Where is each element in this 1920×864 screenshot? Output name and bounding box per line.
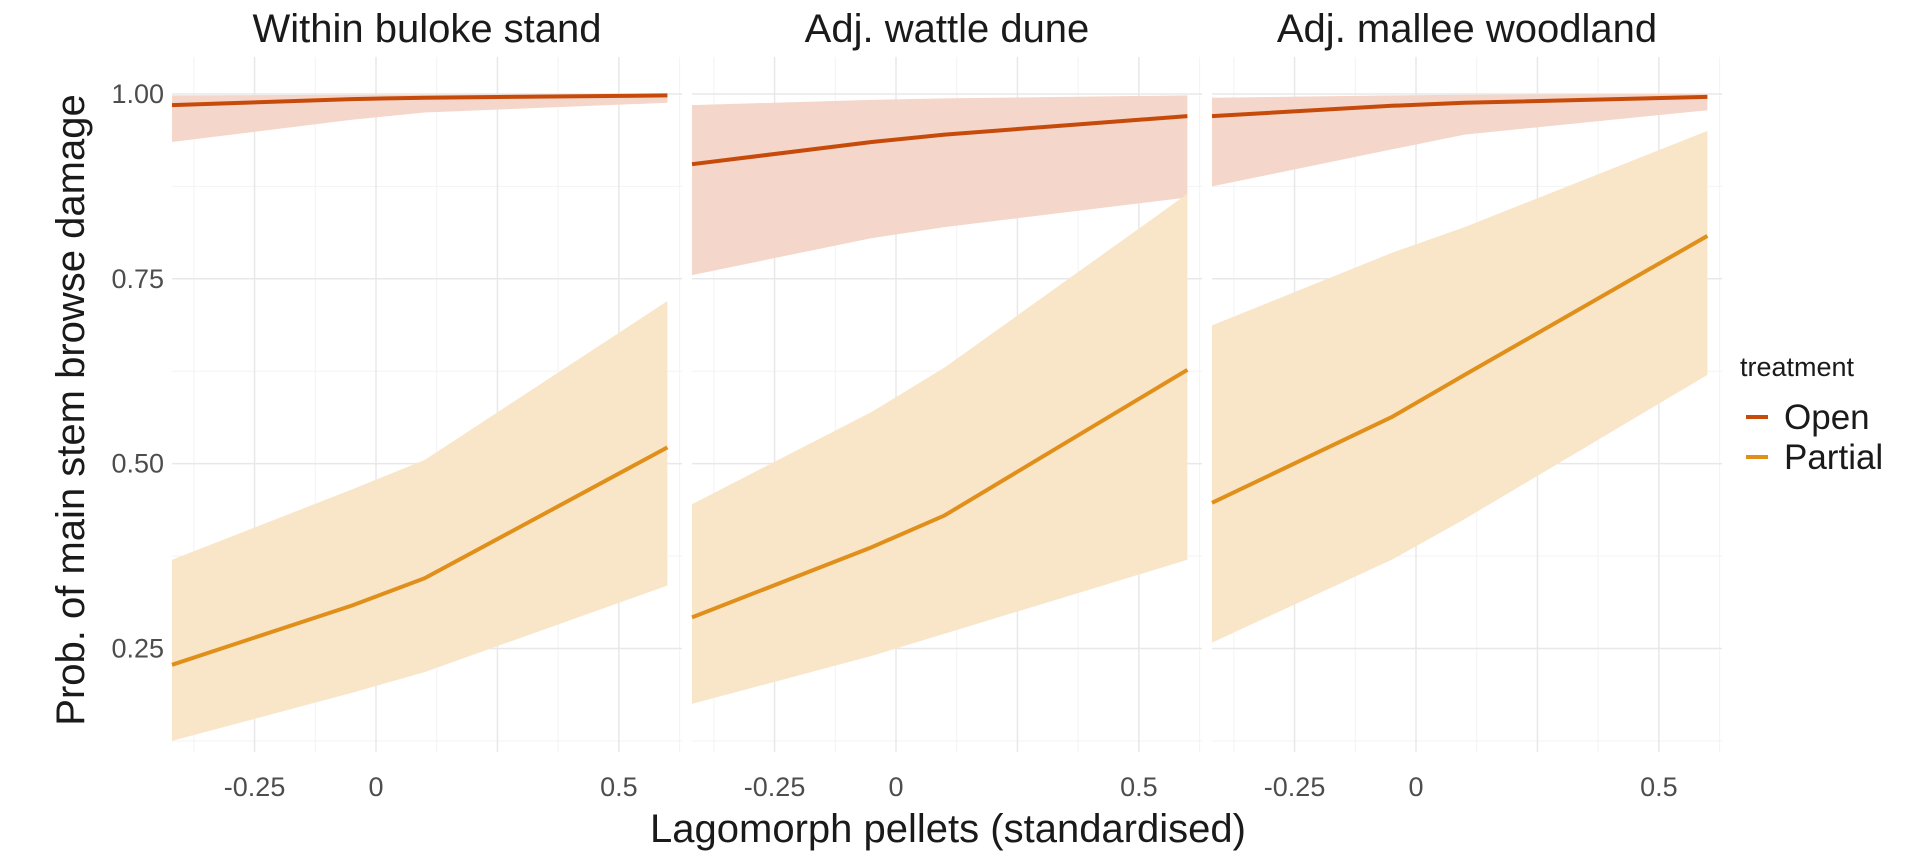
panel-title: Adj. mallee woodland xyxy=(1277,7,1657,51)
ribbon-partial xyxy=(692,193,1188,704)
panel-3: Adj. mallee woodland xyxy=(1211,7,1722,752)
panels: Within buloke stand Adj. wattle dune Adj. … xyxy=(171,7,1722,752)
line-partial xyxy=(1211,234,1709,505)
x-tick-label: -0.25 xyxy=(224,772,286,802)
x-axis-title: Lagomorph pellets (standardised) xyxy=(650,807,1246,851)
y-tick-label: 0.50 xyxy=(111,449,164,479)
ribbon-open xyxy=(692,95,1188,276)
line-partial xyxy=(171,445,669,667)
y-tick-label: 0.25 xyxy=(111,633,164,663)
x-tick-label: 0 xyxy=(1408,772,1423,802)
line-open xyxy=(691,114,1188,167)
x-tick-label: 0 xyxy=(368,772,383,802)
x-tick-label: 0.5 xyxy=(1120,772,1158,802)
legend-title: treatment xyxy=(1740,352,1855,382)
ribbon-partial xyxy=(1212,130,1708,643)
line-partial xyxy=(691,368,1189,620)
panel-2: Adj. wattle dune xyxy=(691,7,1202,752)
x-tick-label: 0 xyxy=(888,772,903,802)
ribbon-open xyxy=(1212,94,1708,187)
legend-label-partial: Partial xyxy=(1784,438,1883,477)
ribbon-open xyxy=(172,94,668,142)
x-tick-label: 0.5 xyxy=(1640,772,1678,802)
x-axis: -0.25 0 0.5 -0.25 0 0.5 -0.25 0 0.5 xyxy=(224,772,1678,802)
panel-1: Within buloke stand xyxy=(171,7,682,752)
panel-title: Within buloke stand xyxy=(252,7,601,51)
x-tick-label: 0.5 xyxy=(600,772,638,802)
panel-title: Adj. wattle dune xyxy=(805,7,1090,51)
y-tick-label: 0.75 xyxy=(111,264,164,294)
line-open xyxy=(171,93,668,108)
legend-label-open: Open xyxy=(1784,398,1870,437)
line-open xyxy=(1211,94,1708,119)
x-tick-label: -0.25 xyxy=(1264,772,1326,802)
y-axis-title: Prob. of main stem browse damage xyxy=(49,94,93,725)
y-tick-label: 1.00 xyxy=(111,79,164,109)
y-axis: 0.25 0.50 0.75 1.00 xyxy=(111,79,164,664)
ribbon-partial xyxy=(172,301,668,741)
x-tick-label: -0.25 xyxy=(744,772,806,802)
